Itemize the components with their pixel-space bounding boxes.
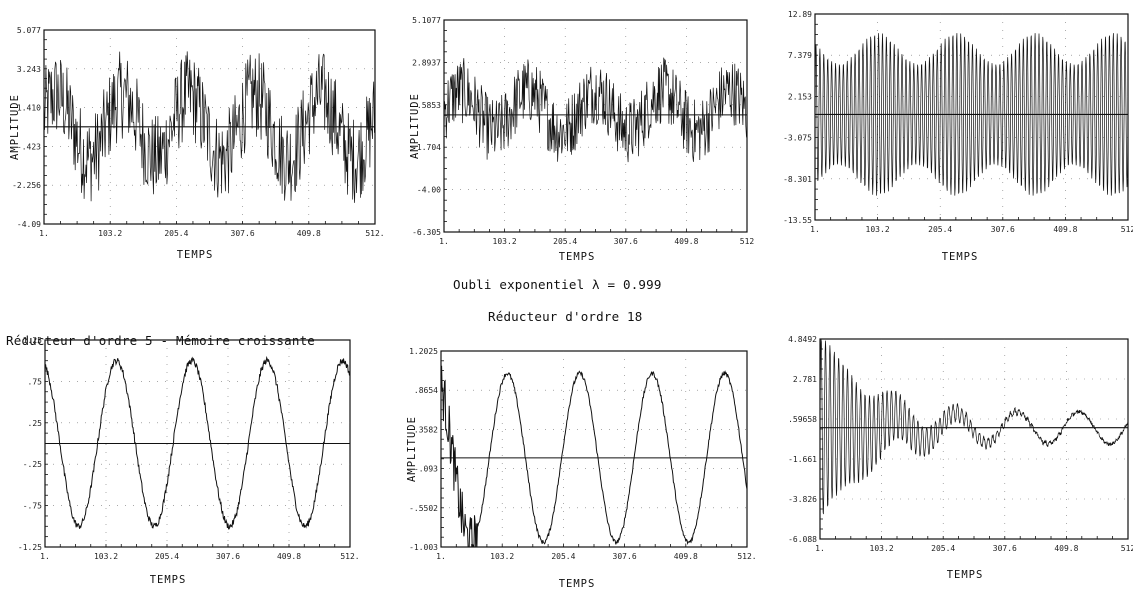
x-tick-label: 512 xyxy=(1121,544,1133,553)
y-tick-label: -1.704 xyxy=(412,143,441,152)
x-tick-label: 409.8 xyxy=(674,237,698,246)
y-axis-title: AMPLITUDE xyxy=(9,94,21,160)
x-axis-title: TEMPS xyxy=(559,578,596,590)
y-tick-label: 2.8937 xyxy=(412,58,441,67)
y-tick-label: 3.243 xyxy=(17,65,41,74)
y-tick-label: -3.075 xyxy=(783,134,812,143)
x-tick-label: 103.2 xyxy=(98,229,122,238)
y-tick-label: 5.077 xyxy=(17,26,41,35)
caption-reducteur-ordre-5: Réducteur d'ordre 5 - Mémoire croissante xyxy=(6,333,316,348)
plot-frame xyxy=(440,350,748,548)
y-tick-label: -.5502 xyxy=(409,504,438,513)
x-tick-label: 205.4 xyxy=(164,229,188,238)
y-tick-label: -6.305 xyxy=(412,228,441,237)
x-tick-label: 512. xyxy=(737,552,756,561)
signal-series-line xyxy=(43,51,376,203)
y-axis-title: AMPLITUDE xyxy=(406,416,418,482)
x-tick-label: 307.6 xyxy=(993,544,1017,553)
y-tick-label: .8654 xyxy=(414,386,438,395)
y-tick-label: -1.661 xyxy=(788,455,817,464)
x-axis-title: TEMPS xyxy=(947,569,984,581)
x-tick-label: 307.6 xyxy=(216,552,240,561)
chart-6: 1. 103.2 205.4 307.6 409.8 512 4.8492 2.781 .596… xyxy=(788,335,1133,581)
signal-series-line xyxy=(819,338,1129,515)
y-tick-label: .59658 xyxy=(788,415,817,424)
caption-reducteur-ordre-18: Réducteur d'ordre 18 xyxy=(488,309,643,324)
x-tick-label: 409.8 xyxy=(1053,225,1077,234)
y-tick-label: 7.379 xyxy=(788,51,812,60)
x-tick-label: 1. xyxy=(439,237,449,246)
x-tick-label: 103.2 xyxy=(870,544,894,553)
x-tick-label: 512. xyxy=(340,552,359,561)
signal-series-line xyxy=(443,57,748,163)
signal-series-line xyxy=(814,33,1129,196)
y-axis-title: AMPLITUDE xyxy=(409,93,421,159)
y-tick-label: -2.256 xyxy=(12,181,41,190)
y-tick-label: .75 xyxy=(28,377,43,386)
y-tick-label: 2.153 xyxy=(788,92,812,101)
y-tick-label: -8.301 xyxy=(783,175,812,184)
x-tick-label: 512 xyxy=(740,237,755,246)
x-tick-label: 512 xyxy=(1121,225,1133,234)
chart-4: 1. 103.2 205.4 307.6 409.8 512. 1.25 .75 .25 -.25… xyxy=(18,336,360,586)
x-tick-label: 205.4 xyxy=(928,225,952,234)
x-tick-label: 307.6 xyxy=(613,552,637,561)
x-tick-label: 103.2 xyxy=(866,225,890,234)
x-tick-label: 1. xyxy=(436,552,446,561)
chart-1: 1. 103.2 205.4 307.6 409.8 512. 5.077 3.243 1.41… xyxy=(9,26,385,261)
x-tick-label: 205.4 xyxy=(155,552,179,561)
y-tick-label: -.093 xyxy=(414,465,438,474)
x-tick-label: 307.6 xyxy=(614,237,638,246)
y-tick-label: 4.8492 xyxy=(788,335,817,344)
y-tick-label: -.25 xyxy=(23,460,42,469)
x-tick-label: 512. xyxy=(365,229,384,238)
y-tick-label: 5.1077 xyxy=(412,16,441,25)
x-tick-label: 103.2 xyxy=(490,552,514,561)
x-tick-label: 1. xyxy=(40,552,50,561)
chart-2: 1. 103.2 205.4 307.6 409.8 512 5.1077 2.8937 .58… xyxy=(409,16,754,263)
chart-3: 1. 103.2 205.4 307.6 409.8 512 12.89 7.379 2.153… xyxy=(783,10,1133,263)
y-tick-label: .25 xyxy=(28,419,43,428)
x-tick-label: 409.8 xyxy=(277,552,301,561)
x-tick-label: 409.8 xyxy=(1054,544,1078,553)
y-tick-label: 2.781 xyxy=(793,375,817,384)
caption-oubli-exponentiel: Oubli exponentiel λ = 0.999 xyxy=(453,277,662,292)
signal-series-line xyxy=(440,365,748,548)
x-tick-label: 409.8 xyxy=(297,229,321,238)
y-tick-label: .5853 xyxy=(417,101,441,110)
x-axis-title: TEMPS xyxy=(942,251,979,263)
y-tick-label: -1.003 xyxy=(409,543,438,552)
x-tick-label: 1. xyxy=(815,544,825,553)
x-tick-label: 205.4 xyxy=(551,552,575,561)
y-tick-label: -.75 xyxy=(23,502,42,511)
x-tick-label: 1. xyxy=(810,225,820,234)
chart-5: 1. 103.2 205.4 307.6 409.8 512. 1.2025 .8654 .35… xyxy=(406,347,757,590)
y-tick-label: 12.89 xyxy=(788,10,812,19)
x-tick-label: 307.6 xyxy=(231,229,255,238)
x-tick-label: 307.6 xyxy=(991,225,1015,234)
x-tick-label: 409.8 xyxy=(674,552,698,561)
y-tick-label: -.423 xyxy=(17,142,41,151)
x-tick-label: 103.2 xyxy=(94,552,118,561)
x-tick-label: 205.4 xyxy=(553,237,577,246)
y-tick-label: -13.55 xyxy=(783,216,812,225)
y-tick-label: 1.2025 xyxy=(409,347,438,356)
y-tick-label: -3.826 xyxy=(788,495,817,504)
y-tick-label: -4.00 xyxy=(417,186,441,195)
y-tick-label: -6.088 xyxy=(788,535,817,544)
x-axis-title: TEMPS xyxy=(150,574,187,586)
x-tick-label: 205.4 xyxy=(931,544,955,553)
y-tick-label: -4.09 xyxy=(17,220,41,229)
x-tick-label: 1. xyxy=(39,229,49,238)
y-tick-label: 1.410 xyxy=(17,104,41,113)
x-axis-title: TEMPS xyxy=(559,251,596,263)
y-tick-label: -1.25 xyxy=(18,543,42,552)
x-axis-title: TEMPS xyxy=(177,249,214,261)
y-tick-label: .3582 xyxy=(414,425,438,434)
x-tick-label: 103.2 xyxy=(493,237,517,246)
signal-series-line xyxy=(44,355,351,530)
y-tick-label: 1.25 xyxy=(23,336,42,345)
